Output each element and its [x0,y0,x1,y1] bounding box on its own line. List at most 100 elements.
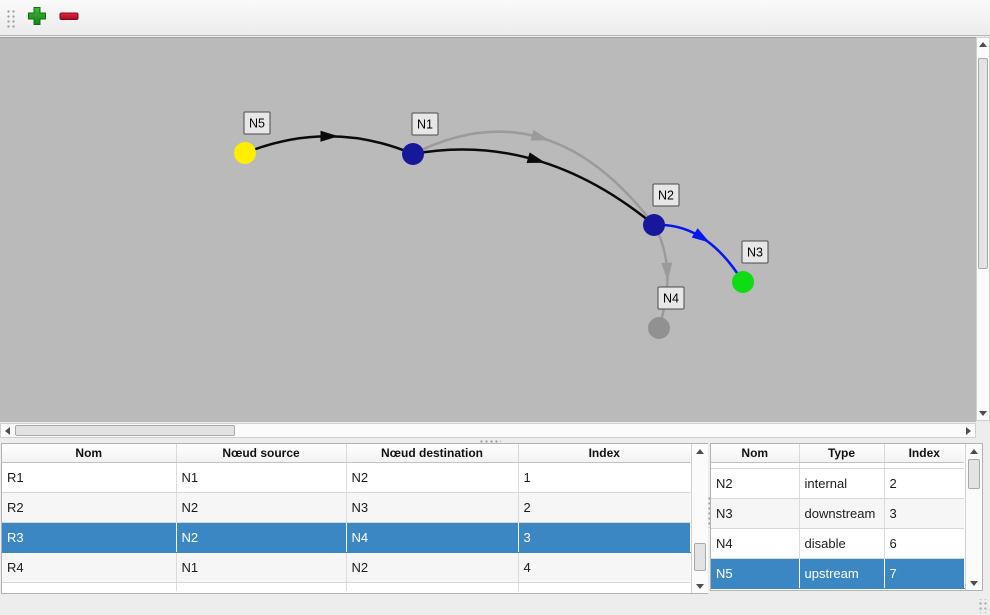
table-cell: 2 [518,492,690,523]
canvas-vertical-scrollbar[interactable] [976,37,990,421]
table-cell: N5 [711,558,800,589]
arrow-down-icon [695,583,704,589]
node-label-box-N5[interactable] [243,111,271,135]
toolbar-drag-handle[interactable] [5,7,15,28]
table-cell: N2 [176,522,347,553]
edge-row-R2[interactable]: R2 N2 N3 2 [2,492,690,523]
node-N1[interactable] [402,143,424,165]
node-row-N3[interactable]: N3 downstream 3 [711,498,964,529]
node-label-box-N3[interactable] [741,240,769,264]
vertical-splitter-handle[interactable] [706,496,711,528]
nodes-table-scrollbar[interactable] [964,444,982,590]
node-label-N5: N5 [249,117,265,131]
node-N4[interactable] [648,317,670,339]
table-cell: 2 [884,468,964,499]
table-cell: N4 [346,522,519,553]
node-label-N1: N1 [417,118,433,132]
toolbar [0,0,990,36]
scroll-down-button[interactable] [693,580,707,592]
remove-button[interactable] [56,5,82,31]
horizontal-splitter-handle[interactable] [479,438,501,443]
table-cell [518,582,690,591]
edge-arrow-icon [530,129,550,141]
edges-scroll-thumb[interactable] [693,543,706,571]
table-cell: 3 [518,522,691,553]
nodes-header-index[interactable]: Index [884,444,964,463]
scroll-up-button[interactable] [967,445,981,457]
window-resize-grip[interactable] [977,599,989,613]
plus-icon [26,5,48,30]
edges-table: Nom Nœud source Nœud destination Index R… [2,444,691,591]
table-cell: 1 [518,462,690,493]
scroll-left-button[interactable] [1,424,14,437]
edges-header-nom[interactable]: Nom [2,444,177,463]
node-label-N4: N4 [663,292,679,306]
edge-row-R3[interactable]: R3 N2 N4 3 [2,522,691,553]
table-cell: N2 [176,492,347,523]
table-cell: R2 [2,492,177,523]
edges-table-header-row: Nom Nœud source Nœud destination Index [2,444,690,463]
table-cell: 4 [518,552,690,583]
arrow-left-icon [5,426,10,435]
edge-arrow-icon [661,262,673,281]
edge-arrow-icon [526,152,546,163]
nodes-table-panel: Nom Type Index N2 internal 2 N3 downstream 3 N… [710,443,983,591]
edges-header-source[interactable]: Nœud source [176,444,347,463]
edge-arrow-icon [691,228,710,243]
table-cell [884,462,964,469]
nodes-header-type[interactable]: Type [799,444,885,463]
edges-table-panel: Nom Nœud source Nœud destination Index R… [1,443,708,594]
table-cell: N3 [711,498,800,529]
node-row-N4[interactable]: N4 disable 6 [711,528,964,559]
nodes-table: Nom Type Index N2 internal 2 N3 downstream 3 N… [711,444,965,589]
table-cell [176,582,347,591]
table-cell: 6 [884,528,964,559]
canvas-horizontal-scrollbar[interactable] [0,423,976,438]
node-label-box-N4[interactable] [657,286,685,310]
graph-canvas[interactable]: N5 N1 N2 N3 N4 [0,37,976,422]
node-N2[interactable] [643,214,665,236]
table-cell: N3 [346,492,519,523]
add-button[interactable] [24,5,50,31]
scroll-up-button[interactable] [977,38,989,51]
table-cell: N1 [176,552,347,583]
scroll-up-button[interactable] [693,445,707,457]
scroll-down-button[interactable] [977,407,989,420]
canvas-vscroll-thumb[interactable] [978,58,988,269]
node-N3[interactable] [732,271,754,293]
table-cell: disable [799,528,885,559]
edges-table-scrollbar[interactable] [690,444,708,593]
nodes-table-header-row: Nom Type Index [711,444,964,463]
node-N5[interactable] [234,142,256,164]
table-cell: R4 [2,552,177,583]
node-label-box-N2[interactable] [652,183,680,207]
edge-empty-row[interactable] [2,582,690,591]
edge-arrow-icon [320,130,339,142]
table-cell: R3 [2,522,177,553]
minus-icon [58,5,80,30]
table-cell: 3 [884,498,964,529]
node-partial-row[interactable] [711,462,964,469]
nodes-header-nom[interactable]: Nom [711,444,800,463]
node-row-N5[interactable]: N5 upstream 7 [711,558,965,589]
table-cell: downstream [799,498,885,529]
table-cell: N4 [711,528,800,559]
node-row-N2[interactable]: N2 internal 2 [711,468,964,499]
scroll-down-button[interactable] [967,577,981,589]
edge-row-R1[interactable]: R1 N1 N2 1 [2,462,690,493]
edges-header-destination[interactable]: Nœud destination [346,444,519,463]
edge-N1-N2[interactable] [412,130,655,226]
table-cell: R1 [2,462,177,493]
canvas-hscroll-thumb[interactable] [15,425,235,436]
edges-header-index[interactable]: Index [518,444,690,463]
graph-svg: N5 N1 N2 N3 N4 [234,111,769,339]
table-cell: N1 [176,462,347,493]
arrow-down-icon [979,411,987,416]
edge-row-R4[interactable]: R4 N1 N2 4 [2,552,690,583]
edge-N2-N4[interactable] [652,224,669,329]
arrow-up-icon [695,448,704,454]
arrow-right-icon [966,426,971,435]
node-label-box-N1[interactable] [411,112,439,136]
scroll-right-button[interactable] [962,424,975,437]
nodes-scroll-thumb[interactable] [967,459,980,489]
